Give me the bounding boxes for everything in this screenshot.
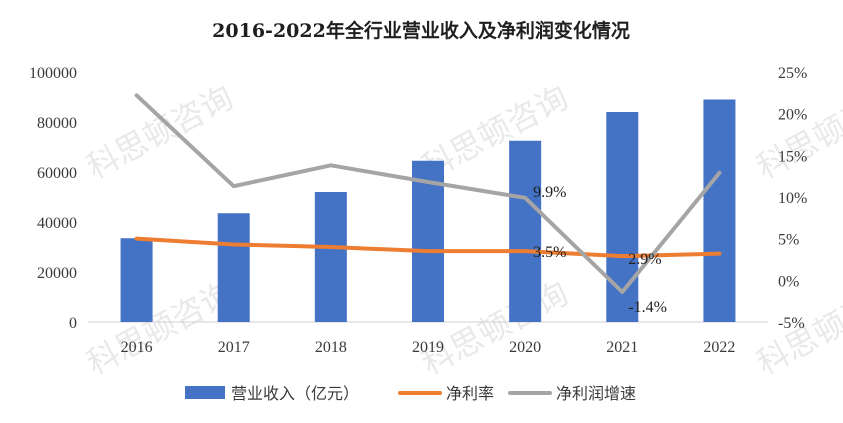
- y-left-tick-label: 40000: [37, 215, 77, 232]
- x-tick-label: 2020: [509, 339, 541, 356]
- x-tick-label: 2018: [315, 339, 347, 356]
- watermark-text: 科思顿咨询: [750, 78, 843, 187]
- bar: [606, 112, 639, 322]
- y-right-tick-label: 5%: [778, 232, 799, 249]
- y-right-tick-label: 0%: [778, 273, 799, 290]
- legend-swatch: [185, 386, 225, 399]
- y-right-tick-label: 25%: [778, 65, 807, 82]
- y-left-tick-label: 100000: [29, 65, 77, 82]
- profit-growth-line: [134, 93, 722, 294]
- y-left-tick-label: 20000: [37, 265, 77, 282]
- bar: [509, 140, 542, 322]
- legend-label: 净利率: [446, 384, 494, 403]
- y-right-tick-label: 15%: [778, 148, 807, 165]
- bar: [120, 238, 153, 322]
- bar: [703, 99, 736, 322]
- x-tick-label: 2017: [218, 339, 250, 356]
- x-tick-label: 2016: [121, 339, 153, 356]
- x-tick-label: 2021: [606, 339, 638, 356]
- y-left-tick-label: 0: [69, 315, 77, 332]
- y-left-tick-label: 60000: [37, 165, 77, 182]
- legend-label: 净利润增速: [556, 384, 636, 403]
- net-margin-line: [134, 236, 722, 259]
- data-labels: 9.9% 3.5% 2.9% -1.4%: [533, 184, 667, 316]
- bar: [314, 192, 347, 322]
- x-tick-label: 2019: [412, 339, 444, 356]
- line-series: [134, 93, 722, 294]
- legend-label: 营业收入（亿元）: [231, 384, 359, 403]
- legend: 营业收入（亿元） 净利率 净利润增速: [185, 384, 636, 403]
- chart-title: 2016-2022年全行业营业收入及净利润变化情况: [212, 19, 630, 42]
- axes: 0 20000 40000 60000 80000 100000 -5% 0% 5% 10% 15%…: [29, 65, 807, 356]
- watermark-text: 科思顿咨询: [80, 274, 239, 383]
- y-left-tick-label: 80000: [37, 115, 77, 132]
- data-label: 9.9%: [533, 184, 566, 201]
- y-right-tick-label: 20%: [778, 107, 807, 124]
- y-right-tick-label: -5%: [778, 315, 805, 332]
- data-label: 2.9%: [628, 251, 661, 268]
- y-right-tick-label: 10%: [778, 190, 807, 207]
- bar-series: [120, 99, 736, 322]
- data-label: 3.5%: [533, 244, 566, 261]
- bar: [217, 213, 250, 322]
- bar: [412, 160, 444, 322]
- data-label: -1.4%: [628, 299, 667, 316]
- x-tick-label: 2022: [703, 339, 735, 356]
